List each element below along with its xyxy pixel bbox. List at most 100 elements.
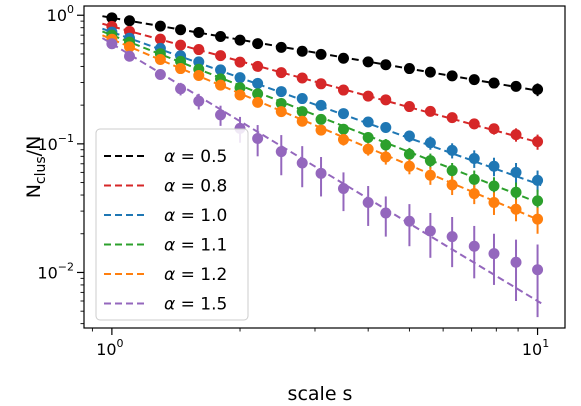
legend-label: α = 1.0 (164, 206, 227, 226)
data-point (193, 26, 205, 38)
data-point (446, 112, 458, 124)
data-point (296, 106, 308, 118)
series-0 (102, 12, 544, 97)
data-point (296, 72, 308, 84)
data-point (488, 180, 500, 192)
data-point (337, 182, 349, 194)
plot-area (101, 12, 544, 318)
data-point (532, 195, 544, 207)
data-point (252, 133, 264, 145)
data-point (446, 179, 458, 191)
series-5 (101, 37, 544, 318)
data-point (403, 160, 415, 172)
data-point (337, 52, 349, 64)
data-point (154, 69, 166, 81)
data-point (154, 20, 166, 32)
data-point (252, 77, 264, 89)
legend-entry: α = 0.8 (104, 177, 227, 197)
data-point (215, 64, 227, 76)
data-point (380, 207, 392, 219)
data-point (424, 169, 436, 181)
data-point (215, 30, 227, 42)
data-point (510, 256, 522, 268)
data-point (362, 196, 374, 208)
legend-label: α = 1.5 (164, 295, 227, 315)
data-point (532, 264, 544, 276)
data-point (315, 78, 327, 90)
data-point (315, 48, 327, 60)
data-point (234, 72, 246, 84)
data-point (175, 83, 187, 95)
data-point (215, 79, 227, 91)
data-point (154, 53, 166, 65)
data-point (380, 122, 392, 134)
data-point (175, 24, 187, 36)
y-tick-label: 100 (47, 3, 74, 25)
data-point (468, 74, 480, 86)
data-point (315, 167, 327, 179)
data-point (468, 173, 480, 185)
legend-entry: α = 1.0 (104, 206, 227, 226)
data-point (488, 160, 500, 172)
x-tick-label: 100 (96, 337, 123, 359)
data-point (362, 132, 374, 144)
data-point (315, 124, 327, 136)
data-point (154, 33, 166, 45)
x-tick-label: 101 (522, 337, 549, 359)
data-point (532, 213, 544, 225)
fit-line (102, 34, 542, 222)
data-point (446, 70, 458, 82)
data-point (380, 151, 392, 163)
data-point (252, 96, 264, 108)
data-point (315, 113, 327, 125)
data-point (234, 89, 246, 101)
data-point (446, 144, 458, 156)
data-point (234, 34, 246, 46)
legend-entry: α = 1.2 (104, 265, 227, 285)
series-1 (102, 20, 544, 150)
legend-box (95, 128, 249, 321)
data-point (193, 95, 205, 107)
data-point (510, 166, 522, 178)
legend-label: α = 0.8 (164, 177, 227, 197)
data-point (337, 123, 349, 135)
data-point (124, 50, 136, 62)
data-point (403, 148, 415, 160)
data-point (468, 118, 480, 130)
data-point (362, 116, 374, 128)
data-point (510, 129, 522, 141)
data-point (424, 155, 436, 167)
data-point (532, 83, 544, 95)
legend-label: α = 0.5 (164, 147, 227, 167)
data-point (488, 248, 500, 260)
data-point (488, 196, 500, 208)
data-point (488, 77, 500, 89)
data-point (510, 80, 522, 92)
legend-entry: α = 0.5 (104, 147, 227, 167)
data-point (337, 134, 349, 146)
data-point (403, 63, 415, 75)
y-tick-label: 10−1 (37, 132, 74, 154)
data-point (380, 59, 392, 71)
data-point (275, 146, 287, 158)
data-point (296, 115, 308, 127)
data-point (252, 38, 264, 50)
legend-label: α = 1.1 (164, 236, 227, 256)
data-point (106, 38, 118, 50)
data-point (380, 139, 392, 151)
data-point (424, 66, 436, 78)
data-point (403, 101, 415, 113)
data-point (403, 215, 415, 227)
fit-line (102, 22, 542, 145)
data-point (468, 240, 480, 252)
data-point (510, 186, 522, 198)
data-point (275, 97, 287, 109)
legend: α = 0.5 α = 0.8 α = 1.0 α = 1.1 α = 1.2 α = 1… (95, 128, 249, 321)
data-point (468, 188, 480, 200)
data-point (124, 15, 136, 27)
data-point (510, 203, 522, 215)
data-point (488, 123, 500, 135)
axis-ticks: 100 101 100 10−1 10−2 (37, 3, 549, 359)
data-point (424, 137, 436, 149)
